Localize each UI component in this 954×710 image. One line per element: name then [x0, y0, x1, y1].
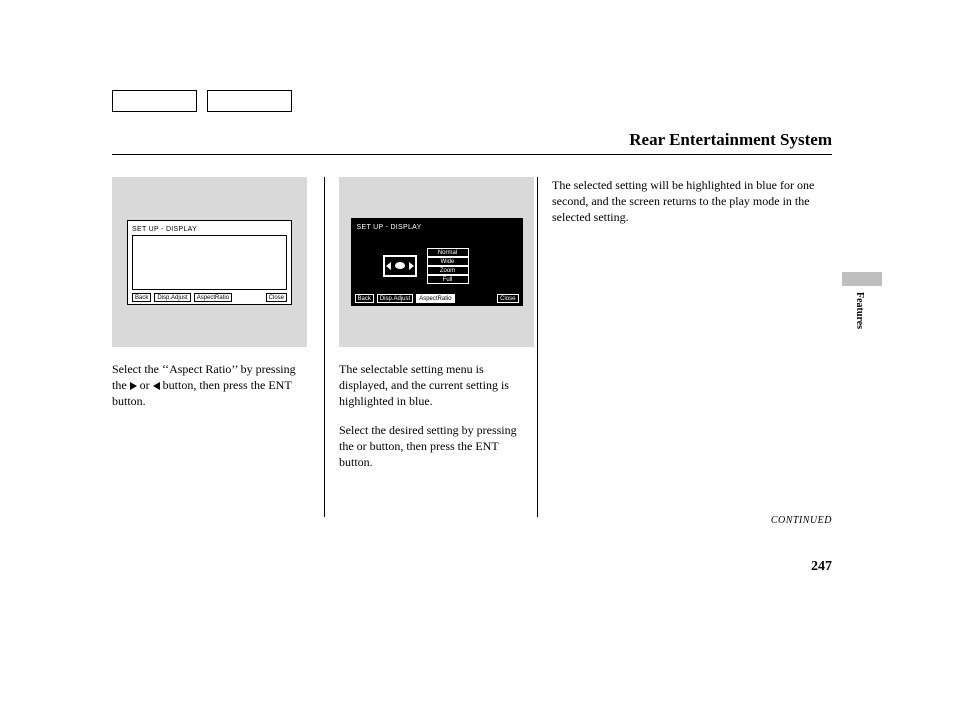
screen-button-row: Back Disp.Adjust AspectRatio Close: [132, 293, 287, 302]
screen-title: SET UP - DISPLAY: [132, 225, 197, 234]
menu-option: Zoom: [427, 266, 469, 275]
page-number: 247: [811, 558, 832, 577]
column-3: The selected setting will be highlighted…: [538, 177, 832, 517]
left-arrow-icon: [153, 382, 160, 390]
aspect-preview-icon: [383, 255, 417, 277]
instruction-text: The selected setting will be highlighted…: [552, 177, 832, 226]
column-1: SET UP - DISPLAY Back Disp.Adjust Aspect…: [112, 177, 325, 517]
menu-option: Full: [427, 275, 469, 284]
section-tab-label: Features: [853, 292, 867, 329]
screen-title: SET UP - DISPLAY: [357, 223, 422, 232]
right-arrow-icon: [130, 382, 137, 390]
aspect-ratio-button: AspectRatio: [194, 293, 232, 302]
screen-content-frame: [132, 235, 287, 290]
page-title: Rear Entertainment System: [629, 130, 832, 149]
disp-adjust-button: Disp.Adjust: [377, 294, 413, 303]
content-columns: SET UP - DISPLAY Back Disp.Adjust Aspect…: [112, 177, 832, 517]
placeholder-box: [207, 90, 292, 112]
screen-body: Normal Wide Zoom Full: [383, 248, 469, 284]
aspect-ratio-button-selected: AspectRatio: [416, 294, 454, 303]
header-rule: Rear Entertainment System: [112, 130, 832, 155]
back-button: Back: [132, 293, 151, 302]
instruction-text: Select the desired setting by pressing t…: [339, 422, 523, 471]
close-button: Close: [497, 294, 518, 303]
dvd-screen-dark: SET UP - DISPLAY Normal Wide Zoom: [351, 218, 523, 306]
instruction-text: Select the ‘‘Aspect Ratio’’ by pressing …: [112, 361, 310, 410]
screen-button-row: Back Disp.Adjust AspectRatio Close: [355, 294, 519, 303]
aspect-menu: Normal Wide Zoom Full: [427, 248, 469, 284]
menu-option: Normal: [427, 248, 469, 257]
figure-setup-display-light: SET UP - DISPLAY Back Disp.Adjust Aspect…: [112, 177, 307, 347]
manual-page: Rear Entertainment System SET UP - DISPL…: [112, 90, 832, 517]
close-button: Close: [266, 293, 287, 302]
placeholder-box: [112, 90, 197, 112]
back-button: Back: [355, 294, 374, 303]
instruction-text: The selectable setting menu is displayed…: [339, 361, 523, 410]
menu-option: Wide: [427, 257, 469, 266]
disp-adjust-button: Disp.Adjust: [154, 293, 190, 302]
header-placeholder-boxes: [112, 90, 832, 112]
dvd-screen-light: SET UP - DISPLAY Back Disp.Adjust Aspect…: [127, 220, 292, 305]
figure-setup-display-dark: SET UP - DISPLAY Normal Wide Zoom: [339, 177, 534, 347]
column-2: SET UP - DISPLAY Normal Wide Zoom: [325, 177, 538, 517]
continued-label: CONTINUED: [771, 514, 832, 528]
section-tab: [842, 272, 882, 286]
